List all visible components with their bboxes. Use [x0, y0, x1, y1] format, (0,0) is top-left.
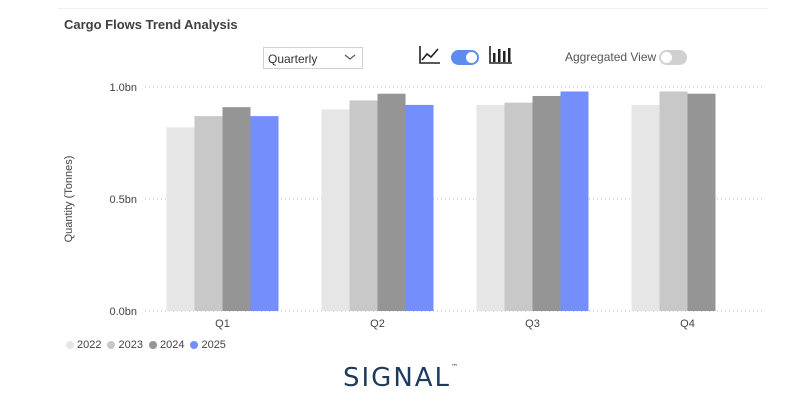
bar: [659, 91, 688, 311]
period-dropdown-value: Quarterly: [268, 52, 318, 66]
toggle-knob: [661, 52, 672, 63]
brand-trademark: ™: [451, 363, 459, 371]
x-tick-label: Q4: [680, 318, 695, 330]
bar: [194, 116, 223, 312]
legend-label: 2024: [159, 339, 185, 351]
aggregated-view-toggle[interactable]: [659, 50, 687, 65]
chevron-down-icon: [344, 51, 356, 66]
aggregated-view-label: Aggregated View: [565, 50, 657, 64]
bar: [405, 104, 434, 311]
toggle-knob: [466, 52, 477, 63]
bar: [532, 95, 561, 312]
x-tick-label: Q2: [370, 318, 385, 330]
bar-chart-icon[interactable]: [489, 45, 513, 70]
x-tick-label: Q1: [215, 318, 230, 330]
bar: [504, 102, 533, 312]
bar: [476, 104, 505, 311]
legend-item[interactable]: 2022: [66, 339, 101, 351]
chart-legend: 2022 2023 2024 2025: [66, 339, 226, 351]
bar: [321, 109, 350, 312]
legend-dot-icon: [66, 341, 74, 349]
legend-dot-icon: [148, 341, 157, 349]
bar: [222, 107, 251, 311]
bar-chart: 0.0bn 0.5bn 1.0bn Quantity (Tonnes) Q1 Q2 Q3 Q4: [63, 82, 765, 330]
bar: [560, 91, 589, 311]
legend-label: 2025: [201, 339, 226, 351]
legend-item[interactable]: 2024: [148, 339, 185, 351]
page-title: Cargo Flows Trend Analysis: [64, 17, 238, 32]
brand-name: SIGNAL: [343, 363, 452, 393]
bar: [631, 104, 660, 311]
y-tick-label: 0.5bn: [109, 194, 137, 206]
legend-label: 2023: [118, 339, 143, 351]
bar: [349, 100, 378, 311]
bar: [250, 116, 279, 312]
bar: [687, 93, 716, 311]
legend-label: 2022: [77, 339, 102, 351]
y-axis-label: Quantity (Tonnes): [63, 156, 75, 243]
bar: [166, 127, 195, 311]
period-dropdown[interactable]: Quarterly: [263, 47, 363, 69]
legend-dot-icon: [107, 341, 116, 349]
bar: [377, 93, 406, 311]
chart-type-toggle[interactable]: [451, 50, 479, 65]
chart-panel: [58, 8, 768, 361]
legend-item[interactable]: 2023: [107, 339, 143, 351]
x-tick-label: Q3: [525, 318, 540, 330]
legend-item[interactable]: 2025: [190, 339, 226, 351]
legend-dot-icon: [190, 341, 199, 349]
brand-logo: SIGNAL™: [343, 363, 458, 393]
line-chart-icon[interactable]: [419, 45, 441, 70]
y-tick-label: 1.0bn: [109, 82, 137, 94]
y-tick-label: 0.0bn: [109, 306, 137, 318]
